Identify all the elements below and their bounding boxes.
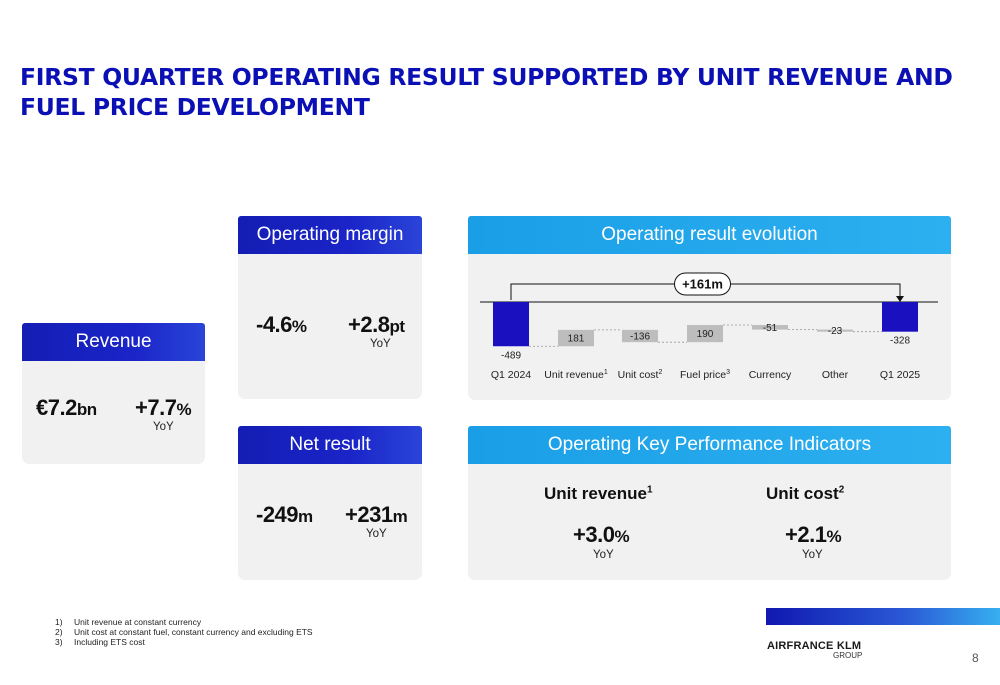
- chart-delta-label: +161m: [682, 277, 723, 292]
- unit-cost-value: +2.1%: [785, 522, 842, 547]
- operating-margin-value: -4.6%: [256, 312, 307, 337]
- operating-margin-card: Operating margin -4.6% +2.8pt YoY: [238, 216, 422, 399]
- chart-bar-3: [687, 324, 723, 343]
- operating-result-evolution-card: Operating result evolution -489 Q1 2024 18…: [468, 216, 951, 400]
- chart-bar-1: [558, 329, 594, 347]
- footnote-2: 2) Unit cost at constant fuel, constant c…: [55, 627, 313, 637]
- kpi-header: Operating Key Performance Indicators: [468, 426, 951, 464]
- chart-bar-2: [622, 329, 658, 343]
- chart-category-label-6: Q1 2025: [880, 369, 920, 381]
- operating-margin-yoy-label: YoY: [370, 338, 391, 350]
- net-result-value: -249m: [256, 502, 313, 527]
- chart-data-label-4: -51: [763, 323, 778, 334]
- net-result-header: Net result: [238, 426, 422, 464]
- revenue-card: Revenue €7.2bn +7.7% YoY: [22, 323, 205, 464]
- operating-result-evolution-header: Operating result evolution: [468, 216, 951, 254]
- chart-data-label-1: 181: [568, 334, 585, 345]
- chart-category-label-0: Q1 2024: [491, 369, 531, 381]
- net-result-card: Net result -249m +231m YoY: [238, 426, 422, 580]
- chart-delta-arrow-icon: [896, 296, 904, 302]
- operating-margin-header: Operating margin: [238, 216, 422, 254]
- chart-delta-pill: [674, 272, 731, 296]
- chart-data-label-3: 190: [697, 329, 714, 340]
- operating-margin-change: +2.8pt: [348, 312, 405, 337]
- unit-revenue-yoy-label: YoY: [593, 549, 614, 561]
- revenue-yoy-label: YoY: [153, 421, 174, 433]
- footnote-3: 3) Including ETS cost: [55, 637, 145, 647]
- chart-category-label-1: Unit revenue1: [544, 369, 608, 381]
- chart-bar-0: [493, 302, 529, 347]
- chart-bar-6: [882, 302, 918, 332]
- chart-category-label-4: Currency: [749, 369, 792, 381]
- footnotes: 1) Unit revenue at constant currency 2) Un…: [55, 617, 313, 647]
- chart-data-label-2: -136: [630, 332, 650, 343]
- brand-gradient-bar: [766, 608, 1000, 625]
- waterfall-chart: -489 Q1 2024 181 Unit revenue1 -136 Unit cost…: [480, 272, 938, 381]
- unit-cost-label: Unit cost2: [766, 484, 845, 503]
- unit-cost-yoy-label: YoY: [802, 549, 823, 561]
- airfrance-klm-logo: AIRFRANCE KLM: [767, 640, 862, 652]
- unit-revenue-value: +3.0%: [573, 522, 630, 547]
- logo-group-text: GROUP: [833, 651, 863, 660]
- chart-data-label-6: -328: [890, 336, 910, 347]
- net-result-yoy-label: YoY: [366, 528, 387, 540]
- page-number: 8: [972, 651, 979, 665]
- unit-revenue-label: Unit revenue1: [544, 484, 653, 503]
- page-title: FIRST QUARTER OPERATING RESULT SUPPORTED…: [20, 63, 953, 121]
- net-result-change: +231m: [345, 502, 408, 527]
- chart-bar-4: [752, 324, 788, 330]
- revenue-header: Revenue: [22, 323, 205, 361]
- chart-data-label-5: -23: [828, 326, 843, 337]
- revenue-change: +7.7%: [135, 395, 192, 420]
- footnote-1: 1) Unit revenue at constant currency: [55, 617, 202, 627]
- chart-data-label-0: -489: [501, 350, 521, 361]
- chart-category-label-5: Other: [822, 369, 849, 381]
- revenue-value: €7.2bn: [36, 395, 97, 420]
- chart-bar-5: [817, 329, 853, 332]
- chart-category-label-3: Fuel price3: [680, 369, 730, 381]
- chart-category-label-2: Unit cost2: [618, 369, 663, 381]
- kpi-card: Operating Key Performance Indicators Uni…: [468, 426, 951, 580]
